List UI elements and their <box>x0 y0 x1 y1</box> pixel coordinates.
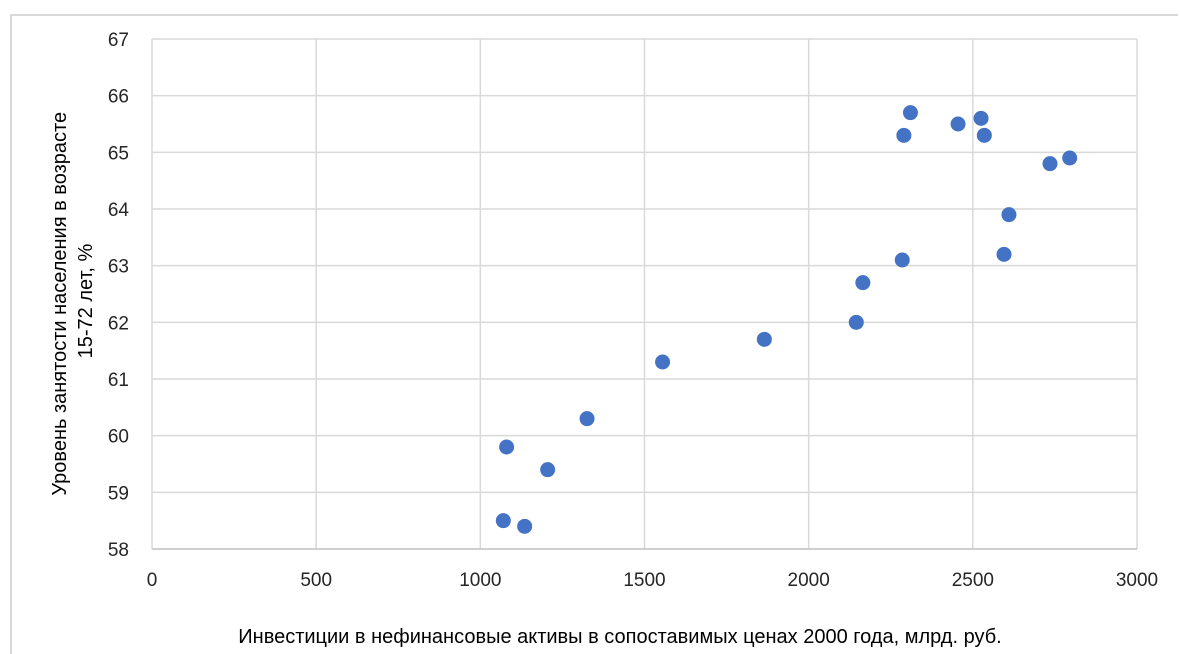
x-tick-label: 3000 <box>1116 570 1158 591</box>
y-tick-label: 63 <box>108 257 129 278</box>
data-points <box>495 105 1078 534</box>
data-point <box>848 314 864 330</box>
data-point <box>1001 207 1017 223</box>
data-point <box>950 116 966 132</box>
data-point <box>902 105 918 121</box>
x-tick-label: 0 <box>147 570 158 591</box>
x-tick-label: 1000 <box>459 570 501 591</box>
data-point <box>517 518 533 534</box>
y-tick-label: 65 <box>108 143 129 164</box>
y-tick-label: 61 <box>108 370 129 391</box>
y-axis-title: Уровень занятости населения в возрасте 1… <box>49 106 97 495</box>
data-point <box>1062 150 1078 166</box>
y-axis-title-line-1: Уровень занятости населения в возрасте <box>49 112 71 496</box>
data-point <box>1042 156 1058 172</box>
data-point <box>655 354 671 370</box>
y-tick-label: 66 <box>108 87 129 108</box>
data-point <box>894 252 910 268</box>
data-point <box>896 127 912 143</box>
y-tick-label: 62 <box>108 313 129 334</box>
data-point <box>855 275 871 291</box>
data-point <box>579 411 595 427</box>
x-tick-label: 2000 <box>788 570 830 591</box>
y-tick-label: 58 <box>108 540 129 561</box>
x-axis-title: Инвестиции в нефинансовые активы в сопос… <box>238 626 1001 648</box>
x-tick-labels: 0 500 1000 1500 2000 2500 3000 <box>147 570 1158 591</box>
grid-lines <box>152 38 1138 549</box>
y-tick-label: 59 <box>108 483 129 504</box>
y-tick-label: 67 <box>108 30 129 51</box>
x-tick-label: 2500 <box>952 570 994 591</box>
y-tick-label: 60 <box>108 427 129 448</box>
axes <box>151 39 1137 550</box>
data-point <box>996 246 1012 262</box>
x-tick-label: 500 <box>300 570 332 591</box>
data-point <box>756 331 772 347</box>
chart-frame <box>10 14 1178 654</box>
data-point <box>499 439 515 455</box>
data-point <box>976 127 992 143</box>
y-tick-labels: 58 59 60 61 62 63 64 65 66 67 <box>108 30 130 561</box>
data-point <box>540 462 556 478</box>
y-axis-title-line-2: 15-72 лет, % <box>75 243 97 358</box>
data-point <box>973 110 989 126</box>
y-tick-label: 64 <box>108 200 130 221</box>
x-tick-label: 1500 <box>623 570 665 591</box>
data-point <box>495 513 511 529</box>
